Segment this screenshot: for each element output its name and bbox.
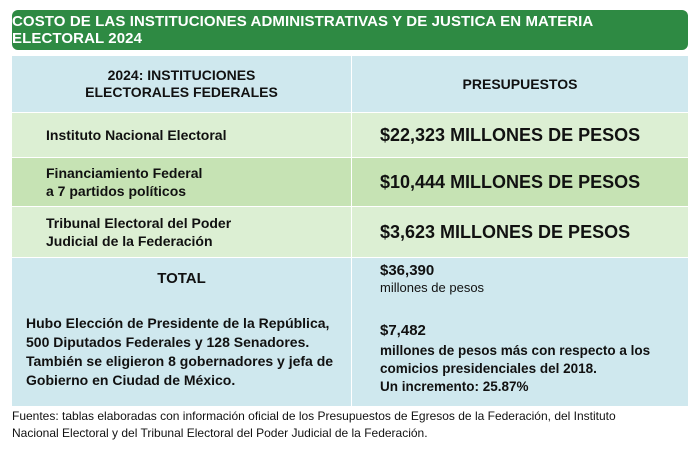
table-row: Financiamiento Federal a 7 partidos polí… <box>12 158 688 207</box>
note-line: También se eligieron 8 gobernadores y je… <box>26 353 334 369</box>
header-institutions-line1: 2024: INSTITUCIONES <box>107 67 256 83</box>
table-row: Instituto Nacional Electoral $22,323 MIL… <box>12 113 688 158</box>
header-institutions-line2: ELECTORALES FEDERALES <box>85 84 278 100</box>
total-amount-unit: millones de pesos <box>380 280 485 295</box>
footer-line: Nacional Electoral y del Tribunal Electo… <box>12 426 428 440</box>
budget-table: 2024: INSTITUCIONES ELECTORALES FEDERALE… <box>12 56 688 407</box>
budget-amount: $22,323 MILLONES DE PESOS <box>380 124 641 145</box>
institution-name: Tribunal Electoral del Poder Judicial de… <box>12 207 352 257</box>
budget-amount: $10,444 MILLONES DE PESOS <box>380 171 641 192</box>
election-note: Hubo Elección de Presidente de la Repúbl… <box>26 314 333 390</box>
table-row: Tribunal Electoral del Poder Judicial de… <box>12 207 688 258</box>
institution-name-line1: Instituto Nacional Electoral <box>46 127 227 143</box>
note-line: 500 Diputados Federales y 128 Senadores. <box>26 334 310 350</box>
institution-name: Instituto Nacional Electoral <box>12 113 352 157</box>
header-budgets: PRESUPUESTOS <box>462 75 578 92</box>
total-amount: $36,390 <box>380 262 435 279</box>
table-header-row: 2024: INSTITUCIONES ELECTORALES FEDERALE… <box>12 56 688 113</box>
sources-footer: Fuentes: tablas elaboradas con informaci… <box>12 408 692 442</box>
total-label: TOTAL <box>157 270 206 287</box>
page-title: COSTO DE LAS INSTITUCIONES ADMINISTRATIV… <box>12 10 688 50</box>
note-line: Gobierno en Ciudad de México. <box>26 372 236 388</box>
difference-amount: $7,482 <box>380 322 426 339</box>
institution-name: Financiamiento Federal a 7 partidos polí… <box>12 158 352 206</box>
total-left-cell: TOTAL Hubo Elección de Presidente de la … <box>12 258 352 406</box>
institution-name-line2: a 7 partidos políticos <box>46 183 187 199</box>
footer-line: Fuentes: tablas elaboradas con informaci… <box>12 409 616 423</box>
difference-line: millones de pesos más con respecto a los <box>380 343 651 358</box>
institution-name-line2: Judicial de la Federación <box>46 233 213 249</box>
total-right-cell: $36,390 millones de pesos $7,482 millone… <box>352 258 688 406</box>
header-institutions: 2024: INSTITUCIONES ELECTORALES FEDERALE… <box>12 56 352 112</box>
difference-line: comicios presidenciales del 2018. <box>380 361 597 376</box>
institution-name-line1: Financiamiento Federal <box>46 165 203 181</box>
difference-line: Un incremento: 25.87% <box>380 379 529 394</box>
difference-text: millones de pesos más con respecto a los… <box>380 342 680 396</box>
total-row: TOTAL Hubo Elección de Presidente de la … <box>12 258 688 407</box>
institution-name-line1: Tribunal Electoral del Poder <box>46 215 232 231</box>
budget-amount: $3,623 MILLONES DE PESOS <box>380 221 631 242</box>
note-line: Hubo Elección de Presidente de la Repúbl… <box>26 315 330 331</box>
